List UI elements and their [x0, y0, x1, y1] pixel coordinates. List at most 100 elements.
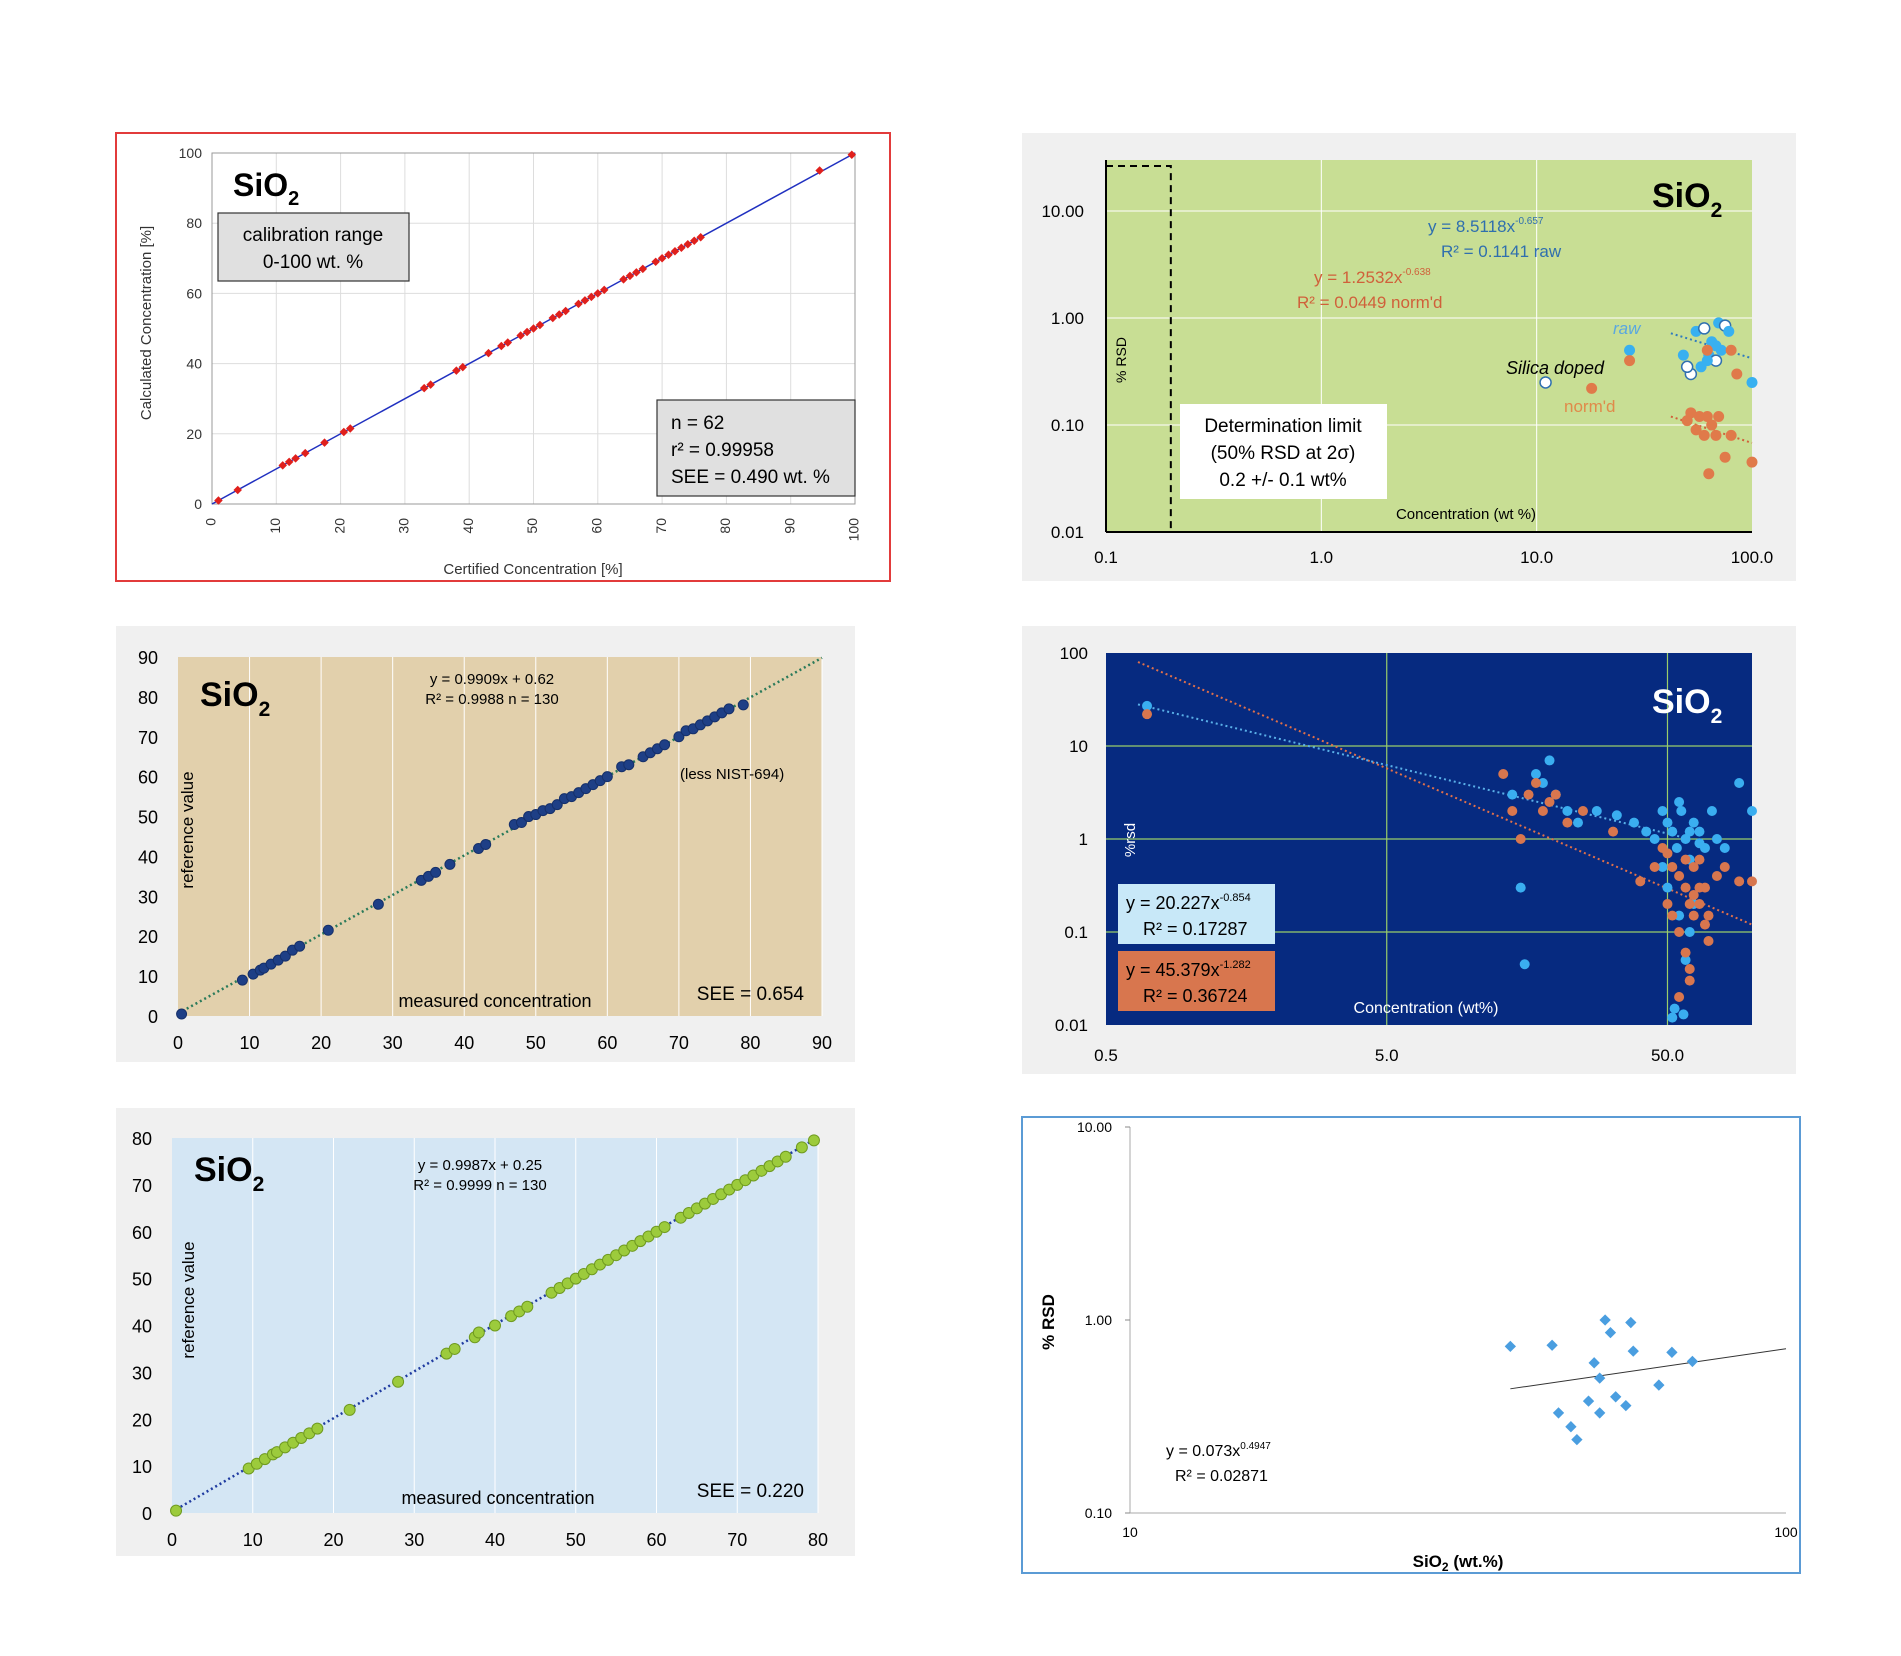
equation: y = 0.9909x + 0.62 [430, 671, 554, 688]
data-point-blue [1641, 826, 1652, 837]
y-tick-label: 1 [1079, 830, 1088, 849]
data-point [322, 924, 334, 936]
data-point-blue [1611, 810, 1622, 821]
x-tick-label: 80 [808, 1530, 828, 1550]
data-point [419, 383, 429, 393]
data-point-blue [1629, 817, 1640, 828]
data-point [601, 771, 613, 783]
data-point-orange [1699, 919, 1710, 930]
data-point-blue [1572, 817, 1583, 828]
data-point-orange [1530, 778, 1541, 789]
data-point [632, 268, 641, 277]
data-point [170, 1504, 183, 1517]
y-tick-label: 60 [186, 285, 202, 301]
y-tick-label: 80 [132, 1129, 152, 1149]
data-point-orange [1674, 927, 1685, 937]
data-point-blue [1142, 700, 1153, 711]
data-point [554, 310, 564, 319]
data-point-orange [1680, 854, 1691, 865]
data-point [623, 759, 635, 771]
see-label: SEE = 0.654 [697, 984, 805, 1005]
y-tick-label: 60 [138, 768, 158, 788]
chart-2-rsd-green: 0.1 1.0 10.0 100.0 0.01 0.10 1.00 10.00 Concentr… [1041, 160, 1773, 567]
data-point-blue [1706, 806, 1717, 817]
data-point [278, 461, 287, 470]
x-tick-label: 40 [454, 1033, 474, 1053]
data-point-orange [1694, 854, 1705, 865]
data-point [651, 257, 660, 267]
data-point-blue [1694, 826, 1705, 837]
data-point-blue [1591, 806, 1602, 817]
data-point-norm [1706, 419, 1718, 431]
data-point [1588, 1357, 1600, 1369]
data-point-orange [1662, 899, 1673, 910]
x-tick-label: 100.0 [1731, 548, 1774, 567]
data-point-norm [1719, 451, 1731, 463]
data-point-blue [1734, 778, 1745, 789]
data-point-blue [1678, 1009, 1689, 1020]
data-point-blue [1719, 843, 1730, 854]
data-point-orange [1515, 834, 1526, 844]
data-point-norm [1731, 368, 1743, 380]
data-point [1610, 1391, 1622, 1403]
x-tick-label: 80 [717, 518, 733, 534]
data-point [176, 1008, 188, 1020]
data-point-blue [1694, 838, 1705, 849]
x-tick-label: 10 [1122, 1524, 1138, 1540]
see-label: SEE = 0.220 [697, 1481, 804, 1502]
data-point-norm [1713, 411, 1725, 423]
data-point [807, 1134, 820, 1147]
data-point [484, 348, 493, 358]
data-point [658, 1221, 671, 1234]
plot-border [211, 152, 856, 505]
data-point [430, 866, 442, 878]
data-point [619, 275, 628, 284]
data-point-raw [1677, 349, 1689, 361]
data-point-orange [1680, 882, 1691, 893]
y-tick-label: 0 [142, 1504, 152, 1524]
x-tick-label: 10 [240, 1033, 260, 1053]
y-tick-label: 70 [132, 1176, 152, 1196]
x-tick-label: 1.0 [1310, 548, 1334, 567]
calibration-range-value: 0-100 wt. % [263, 252, 363, 273]
x-tick-label: 40 [460, 518, 476, 534]
x-tick-label: 10 [243, 1530, 263, 1550]
data-point [1582, 1395, 1595, 1407]
data-point-blue [1657, 861, 1668, 872]
x-tick-label: 70 [653, 518, 669, 534]
data-point [214, 496, 223, 505]
y-axis-label: % RSD [1113, 337, 1129, 383]
x-tick-label: 70 [727, 1530, 747, 1550]
data-point [372, 898, 384, 910]
x-tick-label: 50 [524, 518, 540, 534]
fit-line-norm [1670, 415, 1753, 444]
data-point-orange [1667, 910, 1678, 921]
data-point-orange [1688, 910, 1699, 921]
data-point-orange [1507, 806, 1518, 817]
y-tick-label: 1.00 [1051, 309, 1084, 328]
equation-box-orange [1118, 951, 1275, 1011]
element-title: SiO2 [1652, 177, 1722, 222]
data-point [795, 1141, 808, 1154]
data-point-orange [1523, 789, 1534, 800]
x-tick-label: 30 [383, 1033, 403, 1053]
data-point [1504, 1340, 1516, 1353]
equation-raw: y = 8.5118x-0.657 [1428, 216, 1544, 236]
data-point-raw [1697, 322, 1711, 335]
limit-box-line: Determination limit [1204, 416, 1362, 437]
data-point-blue [1667, 826, 1678, 837]
x-tick-label: 0 [203, 518, 219, 526]
data-point-blue [1747, 806, 1757, 817]
y-axis-label: reference value [178, 771, 197, 888]
data-point [587, 292, 596, 302]
label-norm: norm'd [1564, 397, 1615, 416]
data-point-norm [1703, 468, 1715, 480]
data-point-raw [1710, 340, 1722, 352]
data-point [320, 438, 329, 447]
data-point-blue [1684, 826, 1695, 837]
data-point-blue [1680, 834, 1691, 844]
data-point [444, 858, 456, 870]
x-axis-label: measured concentration [398, 991, 591, 1011]
data-point [548, 313, 558, 323]
limit-box [1180, 404, 1387, 499]
